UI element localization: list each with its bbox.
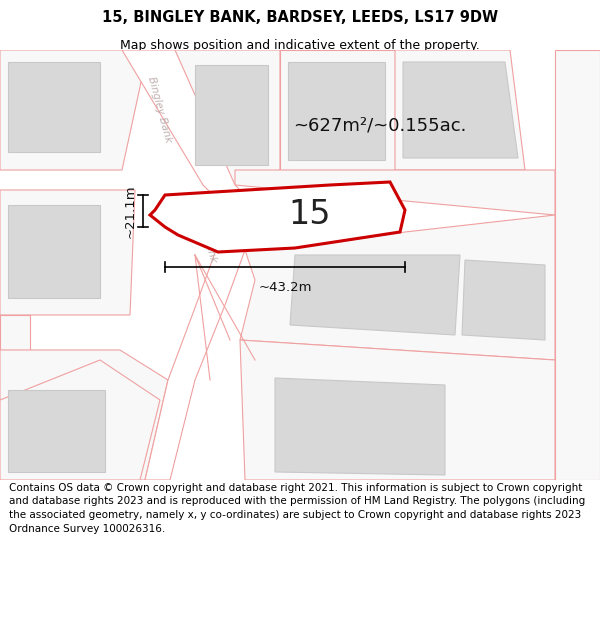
Polygon shape: [175, 50, 280, 185]
Polygon shape: [150, 182, 405, 252]
Text: ~43.2m: ~43.2m: [258, 281, 312, 294]
Text: 15: 15: [289, 199, 331, 231]
Polygon shape: [555, 50, 600, 480]
Polygon shape: [195, 65, 268, 165]
Polygon shape: [462, 260, 545, 340]
Text: Bingley Bank: Bingley Bank: [191, 196, 218, 264]
Polygon shape: [0, 315, 30, 350]
Polygon shape: [290, 255, 460, 335]
Polygon shape: [0, 190, 135, 315]
Polygon shape: [0, 50, 148, 170]
Polygon shape: [280, 50, 395, 170]
Polygon shape: [403, 62, 518, 158]
Polygon shape: [240, 340, 555, 480]
Text: Map shows position and indicative extent of the property.: Map shows position and indicative extent…: [120, 39, 480, 52]
Text: ~21.1m: ~21.1m: [124, 184, 137, 238]
Polygon shape: [218, 215, 555, 360]
Polygon shape: [275, 378, 445, 475]
Polygon shape: [8, 205, 100, 298]
Polygon shape: [8, 390, 105, 472]
Polygon shape: [395, 50, 525, 170]
Polygon shape: [0, 350, 168, 480]
Text: Contains OS data © Crown copyright and database right 2021. This information is : Contains OS data © Crown copyright and d…: [9, 483, 585, 534]
Polygon shape: [8, 62, 100, 152]
Polygon shape: [122, 50, 255, 480]
Polygon shape: [288, 62, 385, 160]
Polygon shape: [235, 170, 555, 215]
Polygon shape: [0, 360, 160, 480]
Text: ~627m²/~0.155ac.: ~627m²/~0.155ac.: [293, 116, 467, 134]
Text: Bingley Bank: Bingley Bank: [146, 76, 173, 144]
Text: 15, BINGLEY BANK, BARDSEY, LEEDS, LS17 9DW: 15, BINGLEY BANK, BARDSEY, LEEDS, LS17 9…: [102, 10, 498, 25]
